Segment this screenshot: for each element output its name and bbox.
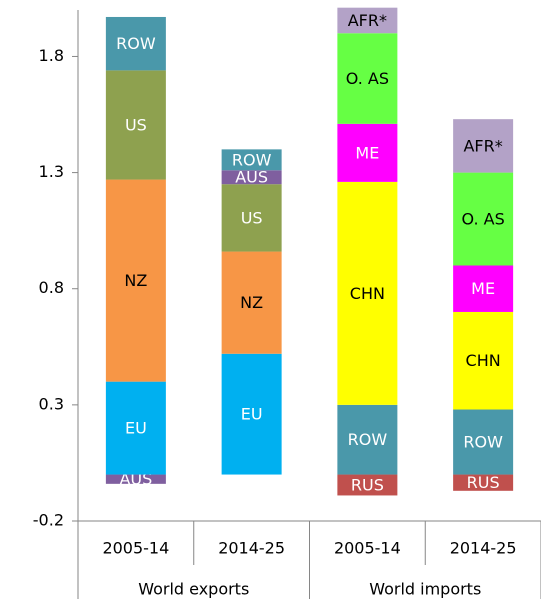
bar-segment bbox=[337, 33, 398, 124]
bar-segment bbox=[105, 179, 166, 382]
bar-segment bbox=[453, 474, 514, 491]
segment-label: ROW bbox=[116, 34, 156, 53]
x-tick-label: 2005-14 bbox=[334, 539, 401, 558]
segment-label: AUS bbox=[235, 168, 268, 187]
y-tick-label: -0.2 bbox=[33, 511, 64, 530]
bar-segment bbox=[221, 184, 282, 252]
segment-label: RUS bbox=[467, 473, 500, 492]
y-tick-label: 1.3 bbox=[39, 162, 64, 181]
bar-segment bbox=[105, 16, 166, 71]
x-tick-label: 2005-14 bbox=[102, 539, 169, 558]
segment-label: ME bbox=[471, 279, 495, 298]
segment-label: NZ bbox=[124, 271, 147, 290]
bar-segment bbox=[105, 474, 166, 484]
group-label: World exports bbox=[138, 580, 249, 599]
bar-segment bbox=[453, 409, 514, 475]
bar-segment bbox=[221, 170, 282, 185]
bar-segment bbox=[453, 311, 514, 410]
bar-segment bbox=[105, 70, 166, 180]
segment-label: O. AS bbox=[462, 210, 505, 229]
bar-segment bbox=[337, 474, 398, 496]
segment-label: ROW bbox=[463, 433, 503, 452]
x-tick-label: 2014-25 bbox=[218, 539, 285, 558]
segment-label: US bbox=[125, 115, 147, 134]
y-tick-label: 1.8 bbox=[39, 46, 64, 65]
segment-label: EU bbox=[125, 419, 147, 438]
bar-segment bbox=[221, 251, 282, 354]
segment-label: ROW bbox=[348, 430, 388, 449]
bar-segment bbox=[453, 172, 514, 266]
bar-segment bbox=[221, 149, 282, 171]
bar-segment bbox=[453, 119, 514, 173]
bar-segment bbox=[105, 381, 166, 475]
segment-label: O. AS bbox=[346, 69, 389, 88]
y-tick-label: 0.8 bbox=[39, 278, 64, 297]
segment-label: AFR* bbox=[463, 136, 502, 155]
segment-label: NZ bbox=[240, 293, 263, 312]
bar-segment bbox=[337, 123, 398, 182]
segment-label: CHN bbox=[466, 351, 501, 370]
group-label: World imports bbox=[369, 580, 481, 599]
segment-label: ME bbox=[355, 143, 379, 162]
segment-label: EU bbox=[241, 405, 263, 424]
segment-label: CHN bbox=[350, 284, 385, 303]
bar-segment bbox=[337, 181, 398, 405]
bar-segment bbox=[337, 7, 398, 34]
segment-label: AFR* bbox=[348, 11, 387, 30]
bar-segment bbox=[453, 265, 514, 312]
y-tick-label: 0.3 bbox=[39, 394, 64, 413]
segment-label: US bbox=[241, 208, 263, 227]
bar-segment bbox=[337, 404, 398, 475]
segment-label: ROW bbox=[232, 150, 272, 169]
segment-label: RUS bbox=[351, 475, 384, 494]
bar-segment bbox=[221, 353, 282, 475]
x-tick-label: 2014-25 bbox=[450, 539, 517, 558]
